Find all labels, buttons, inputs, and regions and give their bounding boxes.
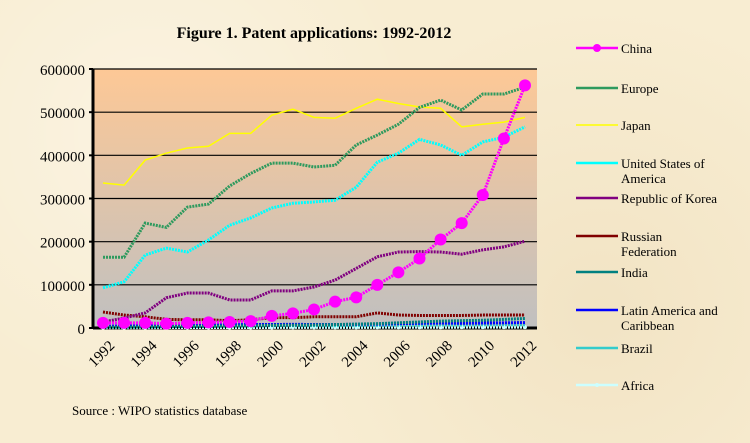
legend-label-europe: Europe bbox=[621, 81, 659, 96]
legend-label-line: Caribbean bbox=[621, 318, 675, 333]
data-point-china bbox=[329, 295, 342, 308]
legend-marker-china bbox=[593, 44, 601, 52]
series-line-china bbox=[103, 84, 527, 326]
data-point-china bbox=[476, 189, 489, 202]
y-tick-label: 400000 bbox=[40, 149, 85, 165]
x-tick-label: 2002 bbox=[297, 338, 330, 371]
legend-label-line: Latin America and bbox=[621, 303, 718, 318]
legend-label-line: America bbox=[621, 171, 666, 186]
data-point-china bbox=[244, 315, 257, 328]
legend-label-line: India bbox=[621, 265, 648, 280]
y-tick-label: 100000 bbox=[40, 279, 85, 295]
series-line-republic-of-korea bbox=[102, 239, 526, 324]
legend-label-japan: Japan bbox=[621, 118, 651, 133]
x-tick-label: 2010 bbox=[466, 338, 499, 371]
legend-label-brazil: Brazil bbox=[621, 341, 653, 356]
series-line-india bbox=[103, 317, 526, 329]
x-tick-label: 1994 bbox=[128, 338, 161, 371]
data-point-china bbox=[413, 252, 426, 265]
legend-label-latin-america-and-caribbean: Latin America and Caribbean bbox=[621, 303, 718, 333]
x-tick-label: 2008 bbox=[423, 338, 456, 371]
data-point-china bbox=[519, 79, 531, 92]
y-tick-label: 200000 bbox=[40, 236, 85, 252]
data-point-china bbox=[223, 315, 236, 328]
x-tick-label: 2000 bbox=[255, 338, 288, 371]
data-point-china bbox=[350, 291, 363, 304]
data-point-china bbox=[392, 266, 405, 279]
legend-label-united-states-of-america: United States of America bbox=[621, 156, 705, 186]
data-point-china bbox=[371, 278, 384, 291]
x-tick-label: 1992 bbox=[86, 338, 119, 371]
data-point-china bbox=[160, 317, 173, 330]
legend-label-line: United States of bbox=[621, 156, 705, 171]
data-point-china bbox=[286, 307, 299, 320]
y-tick-label: 600000 bbox=[40, 63, 85, 79]
legend-label-russian-federation: Russian Federation bbox=[621, 229, 677, 259]
legend-label-line: Europe bbox=[621, 81, 659, 96]
x-tick-label: 2006 bbox=[381, 338, 414, 371]
series-line-europe bbox=[103, 85, 526, 259]
series-line-russian-federation bbox=[102, 310, 525, 323]
legend-marker-africa bbox=[595, 383, 599, 387]
data-point-china bbox=[139, 316, 152, 329]
data-point-china bbox=[497, 132, 510, 145]
y-tick-label: 0 bbox=[78, 322, 86, 338]
legend-label-africa: Africa bbox=[621, 378, 654, 393]
legend-label-line: Japan bbox=[621, 118, 651, 133]
legend-label-republic-of-korea: Republic of Korea bbox=[621, 191, 717, 206]
data-point-china bbox=[118, 316, 131, 329]
series-line-united-states-of-america bbox=[102, 125, 526, 290]
data-point-china bbox=[181, 316, 194, 329]
legend-label-line: Federation bbox=[621, 244, 677, 259]
y-tick-label: 300000 bbox=[40, 193, 85, 209]
x-tick-label: 2012 bbox=[508, 338, 541, 371]
x-tick-label: 1998 bbox=[212, 338, 245, 371]
data-point-china bbox=[308, 303, 320, 316]
x-tick-label: 1996 bbox=[170, 338, 203, 371]
data-point-china bbox=[265, 309, 278, 322]
data-point-china bbox=[434, 233, 447, 246]
legend-label-line: Africa bbox=[621, 378, 654, 393]
data-point-china bbox=[202, 316, 215, 329]
data-point-china bbox=[97, 316, 109, 329]
legend-label-india: India bbox=[621, 265, 648, 280]
legend-label-china: China bbox=[621, 41, 652, 56]
legend-label-line: Republic of Korea bbox=[621, 191, 717, 206]
data-point-china bbox=[455, 217, 468, 230]
legend-label-line: Brazil bbox=[621, 341, 653, 356]
legend-label-line: China bbox=[621, 41, 652, 56]
source-note: Source : WIPO statistics database bbox=[72, 403, 247, 418]
x-tick-label: 2004 bbox=[339, 338, 372, 371]
y-tick-label: 500000 bbox=[40, 106, 85, 122]
series-line-japan bbox=[102, 98, 526, 186]
legend-label-line: Russian bbox=[621, 229, 663, 244]
chart-title: Figure 1. Patent applications: 1992-2012 bbox=[177, 25, 452, 42]
